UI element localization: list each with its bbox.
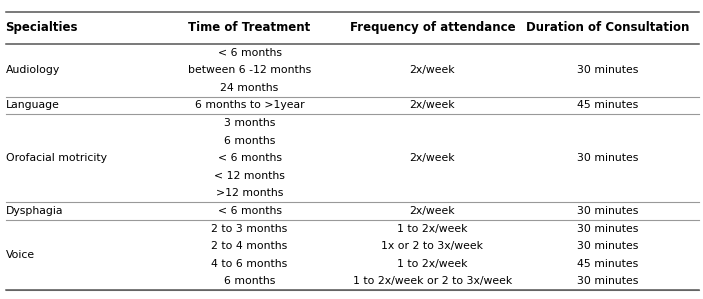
Text: Specialties: Specialties (6, 22, 78, 34)
Text: 30 minutes: 30 minutes (577, 241, 639, 251)
Text: Language: Language (6, 100, 60, 110)
Text: < 12 months: < 12 months (214, 171, 285, 181)
Text: Voice: Voice (6, 250, 34, 260)
Text: 4 to 6 months: 4 to 6 months (212, 259, 288, 269)
Text: 2 to 4 months: 2 to 4 months (212, 241, 288, 251)
Text: Duration of Consultation: Duration of Consultation (527, 22, 690, 34)
Text: 2x/week: 2x/week (410, 100, 455, 110)
Text: < 6 months: < 6 months (217, 48, 282, 58)
Text: 2x/week: 2x/week (410, 206, 455, 216)
Text: 1 to 2x/week: 1 to 2x/week (397, 259, 467, 269)
Text: 30 minutes: 30 minutes (577, 206, 639, 216)
Text: 6 months: 6 months (224, 276, 276, 286)
Text: 2 to 3 months: 2 to 3 months (212, 224, 288, 234)
Text: Orofacial motricity: Orofacial motricity (6, 153, 107, 163)
Text: < 6 months: < 6 months (217, 153, 282, 163)
Text: Audiology: Audiology (6, 65, 60, 75)
Text: Frequency of attendance: Frequency of attendance (349, 22, 515, 34)
Text: 1 to 2x/week: 1 to 2x/week (397, 224, 467, 234)
Text: 30 minutes: 30 minutes (577, 224, 639, 234)
Text: 1 to 2x/week or 2 to 3x/week: 1 to 2x/week or 2 to 3x/week (353, 276, 512, 286)
Text: 6 months: 6 months (224, 136, 276, 146)
Text: < 6 months: < 6 months (217, 206, 282, 216)
Text: 45 minutes: 45 minutes (577, 100, 639, 110)
Text: 3 months: 3 months (224, 118, 276, 128)
Text: 45 minutes: 45 minutes (577, 259, 639, 269)
Text: Time of Treatment: Time of Treatment (188, 22, 311, 34)
Text: between 6 -12 months: between 6 -12 months (188, 65, 311, 75)
Text: Dysphagia: Dysphagia (6, 206, 63, 216)
Text: 24 months: 24 months (221, 83, 278, 93)
Text: 2x/week: 2x/week (410, 65, 455, 75)
Text: 2x/week: 2x/week (410, 153, 455, 163)
Text: 1x or 2 to 3x/week: 1x or 2 to 3x/week (381, 241, 484, 251)
Text: 30 minutes: 30 minutes (577, 276, 639, 286)
Text: 6 months to >1year: 6 months to >1year (195, 100, 304, 110)
Text: 30 minutes: 30 minutes (577, 65, 639, 75)
Text: 30 minutes: 30 minutes (577, 153, 639, 163)
Text: >12 months: >12 months (216, 188, 283, 198)
